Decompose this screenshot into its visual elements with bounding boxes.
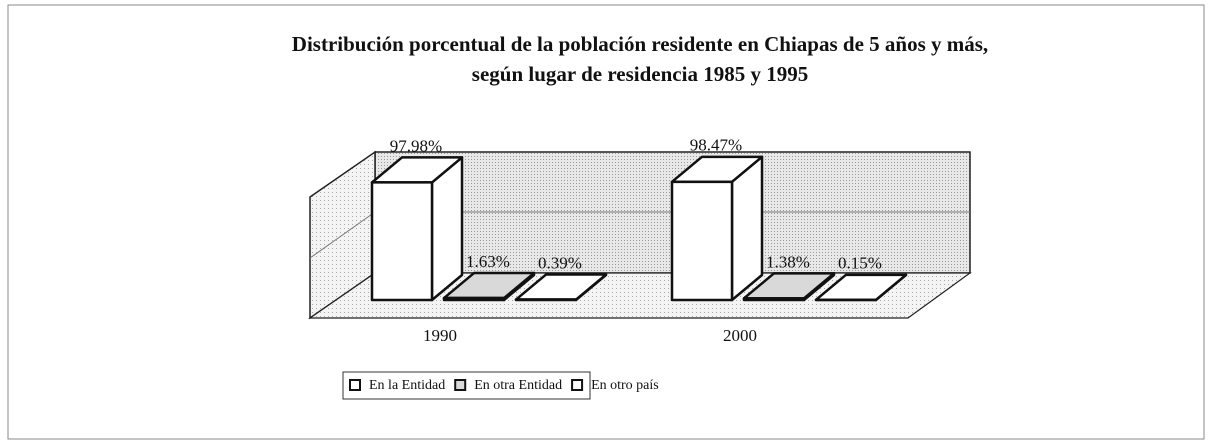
legend: En la Entidad En otra Entidad En otro país [342, 371, 659, 400]
legend-box [342, 371, 591, 400]
bar [370, 156, 464, 302]
legend-label: En otro país [591, 378, 659, 393]
bar-front [742, 297, 806, 302]
data-label: 97.98% [390, 136, 442, 155]
data-label: 98.47% [690, 136, 742, 155]
legend-swatch [571, 379, 584, 391]
chart-subtitle: según lugar de residencia 1985 y 1995 [472, 62, 808, 86]
chart-title: Distribución porcentual de la población … [292, 32, 988, 56]
wall-line [309, 211, 376, 259]
bar-front [670, 180, 734, 302]
x-tick-label: 2000 [723, 326, 757, 345]
data-label: 1.38% [766, 252, 810, 271]
bar [670, 155, 764, 302]
data-label: 1.63% [466, 252, 510, 271]
bar [514, 273, 608, 302]
legend-swatch [454, 379, 467, 391]
legend-swatch [349, 379, 361, 391]
data-label: 0.15% [838, 254, 882, 273]
legend-label: En otra Entidad [474, 378, 562, 393]
legend-label: En la Entidad [369, 378, 445, 393]
x-tick-label: 1990 [423, 326, 457, 345]
bar [814, 273, 908, 302]
bar [742, 272, 836, 302]
bar-front [370, 181, 434, 302]
data-label: 0.39% [538, 253, 582, 272]
bar [442, 271, 536, 302]
bar-front [442, 296, 506, 302]
